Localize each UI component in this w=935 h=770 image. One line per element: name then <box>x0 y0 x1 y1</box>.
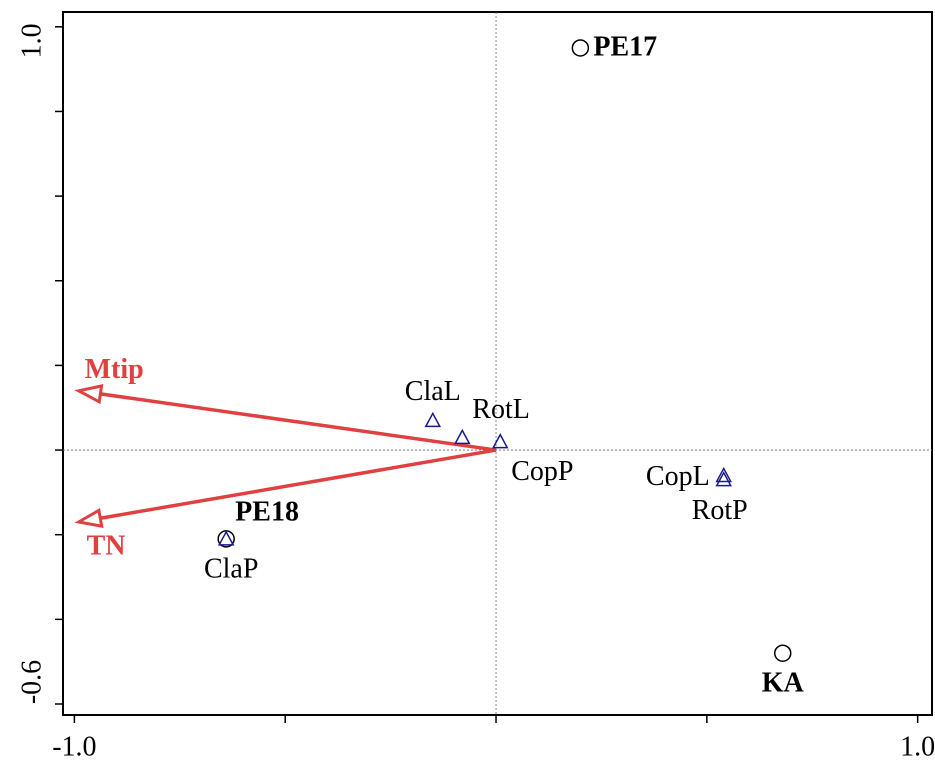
site-point <box>571 39 590 57</box>
species-point <box>715 466 732 483</box>
species-point <box>424 411 442 428</box>
arrow-label: Mtip <box>85 354 144 385</box>
y-tick-label: -0.6 <box>16 660 47 704</box>
point-label: CopP <box>511 456 573 487</box>
point-label: RotP <box>692 495 748 526</box>
point-label: ClaP <box>204 553 258 584</box>
plot-frame <box>62 11 933 716</box>
site-point <box>773 644 792 662</box>
arrow-label: TN <box>87 530 126 561</box>
y-tick-label: 1.0 <box>16 23 47 58</box>
species-point <box>491 433 509 449</box>
species-point <box>217 530 235 546</box>
point-label: PE18 <box>235 496 299 527</box>
env-arrow <box>100 392 497 452</box>
x-tick-label: -1.0 <box>52 731 96 762</box>
species-point <box>715 471 732 487</box>
point-label: RotL <box>472 394 530 425</box>
point-label: PE17 <box>593 31 657 62</box>
species-point <box>454 428 471 445</box>
arrow-head <box>74 384 104 405</box>
arrow-head <box>74 508 104 529</box>
point-label: CopL <box>646 461 710 492</box>
x-tick-label: 1.0 <box>900 731 935 762</box>
env-arrow <box>99 448 497 520</box>
point-label: KA <box>762 668 805 699</box>
point-label: ClaL <box>405 376 461 407</box>
